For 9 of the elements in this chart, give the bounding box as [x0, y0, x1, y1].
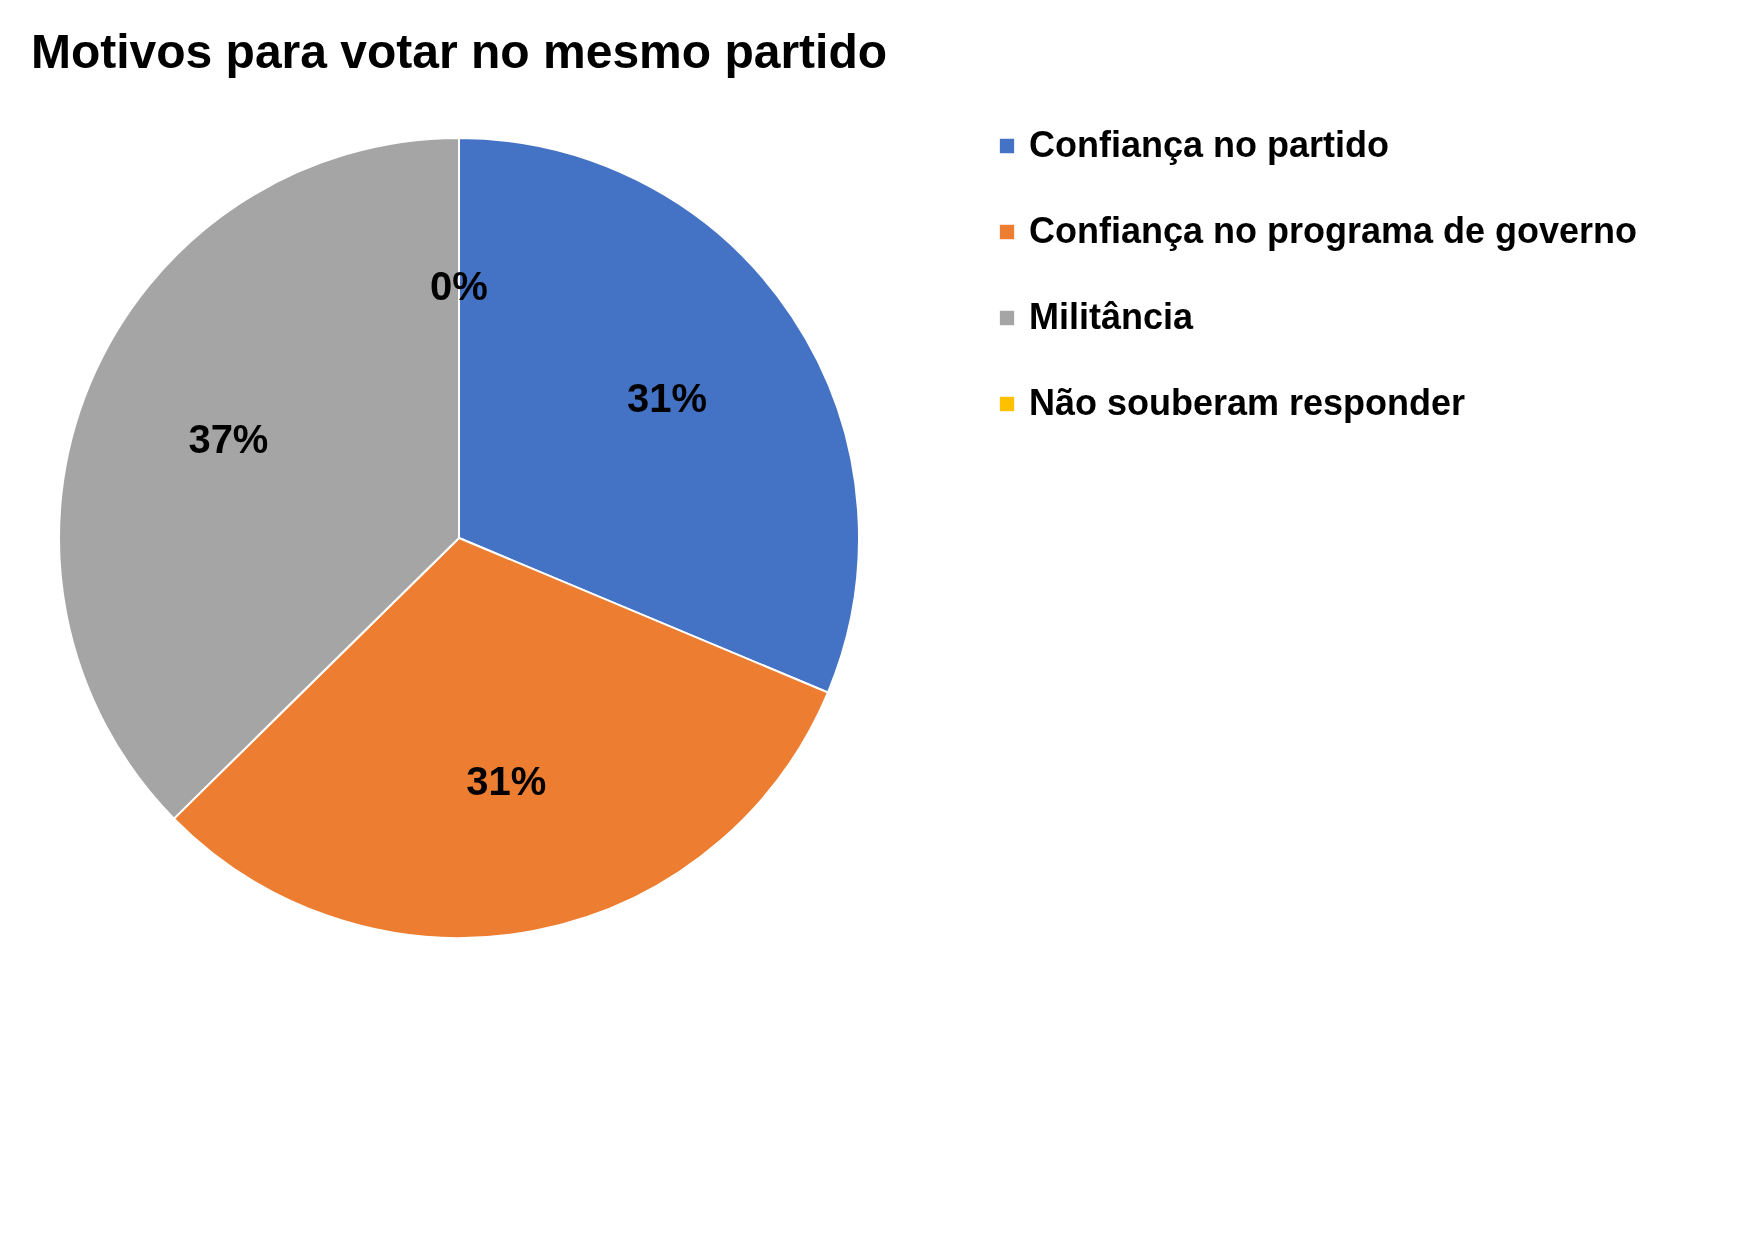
data-label: 31%	[466, 759, 547, 804]
text: 0%	[430, 264, 488, 308]
legend-label: Militância	[1029, 296, 1195, 337]
legend-label: Não souberam responder	[1029, 382, 1466, 423]
data-label: 37%	[188, 417, 269, 462]
legend-label: Confiança no programa de governo	[1029, 210, 1638, 251]
data-label: 31%	[627, 375, 708, 420]
legend-label: Confiança no partido	[1029, 124, 1389, 165]
chart-title: Motivos para votar no mesmo partido	[30, 25, 888, 78]
